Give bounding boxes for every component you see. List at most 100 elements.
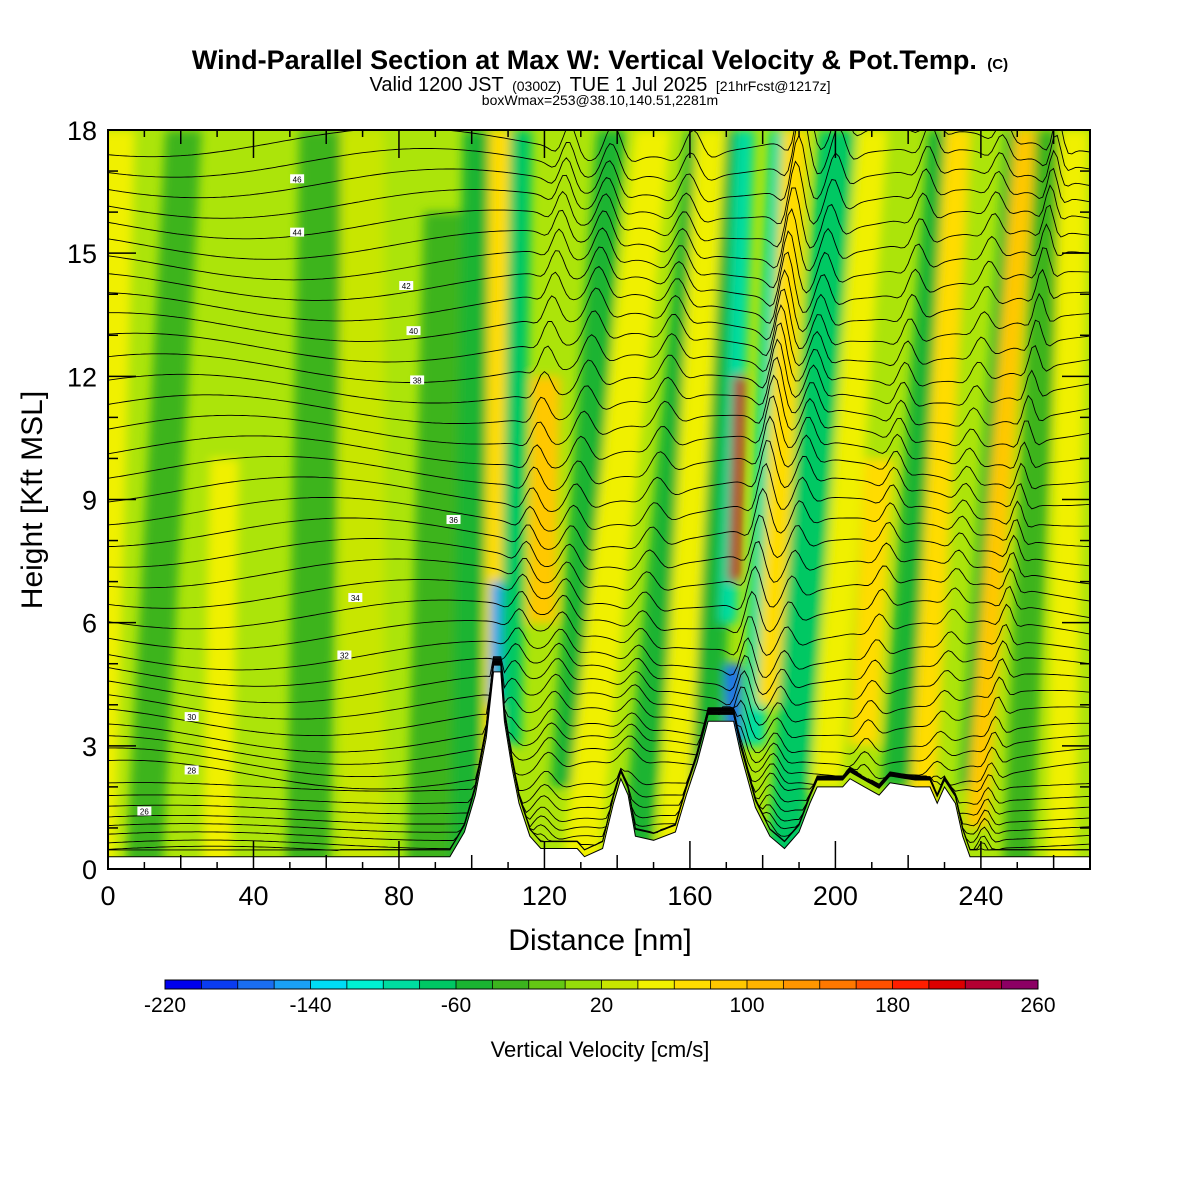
velocity-band <box>499 130 533 746</box>
velocity-band <box>550 130 626 787</box>
velocity-band <box>906 130 972 869</box>
x-tick-label: 200 <box>813 881 858 911</box>
theta-contour <box>108 640 1090 696</box>
y-tick-label: 9 <box>82 486 97 516</box>
colorbar-swatch <box>165 980 202 989</box>
colorbar-swatch <box>310 980 348 989</box>
theta-contour <box>108 487 1090 551</box>
theta-contour <box>108 287 1090 350</box>
theta-contour <box>108 585 1090 634</box>
x-tick-label: 160 <box>667 881 712 911</box>
x-tick-label: 0 <box>100 881 115 911</box>
velocity-bands <box>108 130 1089 869</box>
y-tick-label: 3 <box>82 732 97 762</box>
y-tick-label: 6 <box>82 609 97 639</box>
colorbar-swatch <box>637 980 675 989</box>
velocity-band <box>965 130 1037 828</box>
svg-text:30: 30 <box>187 713 196 722</box>
colorbar-swatch <box>528 980 566 989</box>
theta-contour <box>108 540 1090 591</box>
contour-label: 44 <box>290 227 305 238</box>
contour-label: 26 <box>137 806 152 817</box>
theta-contour <box>108 657 1090 726</box>
colorbar-swatch <box>674 980 712 989</box>
theta-contour-labels: 26 28 30 32 34 36 38 40 42 44 46 <box>137 174 461 817</box>
theta-contour <box>108 658 1090 755</box>
colorbar-swatch <box>856 980 893 989</box>
velocity-band <box>1002 130 1065 869</box>
colorbar-swatch <box>892 980 930 989</box>
colorbar-tick-label: 260 <box>1020 994 1055 1017</box>
colorbar-swatch <box>237 980 275 989</box>
colorbar <box>164 979 1039 990</box>
svg-text:36: 36 <box>449 516 458 525</box>
colorbar-swatch <box>1001 980 1039 989</box>
theta-contour <box>108 662 1090 816</box>
colorbar-swatch <box>965 980 1003 989</box>
velocity-band <box>812 130 888 787</box>
contour-label: 34 <box>348 593 363 603</box>
contour-label: 36 <box>446 515 461 525</box>
theta-contour <box>108 223 1090 294</box>
colorbar-label: Vertical Velocity [cm/s] <box>491 1037 710 1062</box>
theta-contour <box>108 134 1090 203</box>
theta-contour <box>108 661 1090 805</box>
velocity-band <box>126 130 202 869</box>
svg-text:32: 32 <box>340 652 349 661</box>
theta-contour <box>108 656 1090 711</box>
colorbar-swatch <box>601 980 639 989</box>
x-axis-label: Distance [nm] <box>508 924 691 957</box>
y-tick-label: 18 <box>67 116 97 146</box>
x-tick-label: 80 <box>384 881 414 911</box>
theta-contour <box>108 338 1090 407</box>
svg-text:34: 34 <box>351 594 360 603</box>
chart-subtitle-boxwmax: boxWmax=253@38.10,140.51,2281m <box>482 92 718 108</box>
theta-contour <box>108 265 1090 333</box>
colorbar-tick-label: 20 <box>590 994 613 1017</box>
colorbar-swatch <box>819 980 857 989</box>
contour-label: 32 <box>337 650 352 661</box>
svg-text:46: 46 <box>293 175 302 184</box>
svg-text:38: 38 <box>413 376 422 385</box>
theta-contour <box>108 130 1090 182</box>
colorbar-swatch <box>383 980 421 989</box>
velocity-band <box>340 130 385 869</box>
colorbar-tick-label: 100 <box>729 994 764 1017</box>
theta-contour <box>108 415 1090 491</box>
colorbar-swatch <box>492 980 530 989</box>
y-axis-label: Height [Kft MSL] <box>16 391 49 609</box>
velocity-band <box>757 130 809 705</box>
theta-contour <box>108 395 1090 469</box>
theta-contour <box>108 659 1090 779</box>
theta-contour <box>108 304 1090 367</box>
contour-label: 38 <box>410 375 425 385</box>
theta-contour <box>108 660 1090 790</box>
contour-label: 46 <box>290 174 305 184</box>
contour-label: 42 <box>399 281 414 291</box>
svg-text:44: 44 <box>293 229 302 238</box>
colorbar-tick-label: -220 <box>144 994 186 1017</box>
theta-contour <box>108 204 1090 272</box>
colorbar-swatch <box>783 980 821 989</box>
x-tick-label: 120 <box>522 881 567 911</box>
svg-text:42: 42 <box>402 282 411 291</box>
colorbar-swatch <box>747 980 784 989</box>
theta-contours <box>108 130 1090 851</box>
theta-contour <box>108 514 1090 571</box>
contour-label: 28 <box>184 765 199 775</box>
colorbar-tick-label: -60 <box>441 994 471 1017</box>
colorbar-swatch <box>274 980 311 989</box>
colorbar-swatch <box>346 980 384 989</box>
colorbar-swatch <box>565 980 602 989</box>
velocity-band <box>202 458 239 869</box>
svg-text:28: 28 <box>187 766 196 775</box>
velocity-band <box>657 130 726 869</box>
colorbar-swatch <box>201 980 239 989</box>
theta-contour <box>108 322 1090 387</box>
contour-label: 30 <box>184 712 199 722</box>
theta-contour <box>108 246 1090 313</box>
colorbar-tick-label: 180 <box>875 994 910 1017</box>
terrain <box>108 671 1090 869</box>
y-tick-label: 15 <box>67 239 97 269</box>
